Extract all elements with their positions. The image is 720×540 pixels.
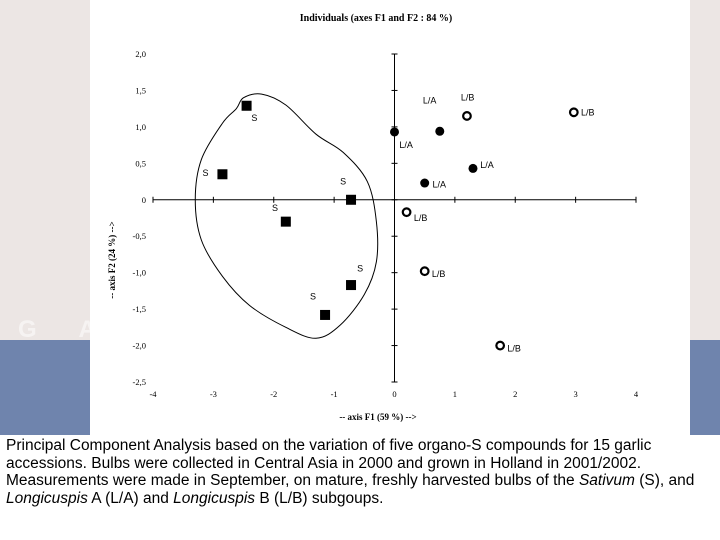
x-axis-label: -- axis F1 (59 %) --> — [339, 412, 416, 422]
x-tick-label: -1 — [331, 389, 338, 399]
caption-text-2: (S), and — [634, 472, 695, 489]
y-tick-label: 1,0 — [135, 122, 146, 132]
point-label: L/B — [581, 107, 595, 117]
figure-caption: Principal Component Analysis based on th… — [6, 437, 714, 507]
y-tick-label: -2,5 — [133, 377, 146, 387]
caption-text-3: A (L/A) and — [87, 489, 174, 507]
y-axis-label: -- axis F2 (24 %) --> — [107, 221, 117, 298]
point-la-marker — [468, 163, 478, 173]
x-tick-label: 1 — [453, 389, 457, 399]
point-label: L/B — [432, 269, 446, 279]
x-tick-label: -4 — [149, 389, 157, 399]
caption-sativum: Sativum — [578, 472, 635, 489]
chart-title: Individuals (axes F1 and F2 : 84 %) — [300, 13, 453, 24]
point-lb-marker — [401, 207, 412, 218]
caption-longicuspis-a: Longicuspis — [6, 489, 88, 507]
x-tick-label: 4 — [634, 389, 639, 399]
y-tick-label: 0,5 — [135, 158, 146, 168]
chart-panel — [90, 0, 690, 435]
point-label: S — [203, 168, 209, 178]
point-s-marker — [280, 216, 291, 227]
point-s-marker — [320, 309, 331, 320]
point-lb-marker — [568, 107, 579, 118]
point-label: S — [340, 177, 346, 187]
point-s-marker — [346, 280, 357, 291]
point-label: L/A — [399, 140, 413, 150]
caption-text-1: Principal Component Analysis based on th… — [6, 437, 652, 489]
point-label: S — [251, 113, 257, 123]
point-lb-marker — [462, 111, 472, 121]
x-tick-label: 2 — [513, 389, 517, 399]
caption-text-4: B (L/B) subgoups. — [255, 489, 384, 507]
point-label: S — [357, 263, 363, 273]
point-label: L/B — [507, 343, 521, 353]
point-s-marker — [346, 194, 357, 205]
y-tick-label: -1,5 — [133, 304, 146, 314]
point-label: S — [272, 203, 278, 213]
point-lb-marker — [495, 340, 506, 351]
point-la-marker — [420, 178, 430, 188]
point-label: S — [310, 292, 316, 302]
point-s-marker — [217, 169, 228, 180]
point-la-marker — [390, 127, 399, 137]
x-tick-label: -2 — [270, 389, 277, 399]
point-label: L/B — [414, 213, 428, 223]
point-label: L/B — [461, 93, 475, 103]
point-label: L/A — [423, 96, 437, 106]
y-tick-label: 0 — [142, 195, 146, 205]
caption-longicuspis-b: Longicuspis — [173, 489, 256, 507]
background-watermark-letters: G A — [18, 316, 114, 343]
point-lb-marker — [419, 266, 430, 277]
x-tick-label: 3 — [574, 389, 578, 399]
x-tick-label: 0 — [392, 389, 396, 399]
point-label: L/A — [433, 179, 447, 189]
y-tick-label: 1,5 — [135, 85, 146, 95]
sativum-group-outline — [194, 93, 379, 339]
point-s-marker — [241, 100, 252, 111]
plot-area: -4 -3 -2 -1 0 1 2 3 4 2,0 1,5 1,0 0,5 0 -0,5 -1,0 -1,5 -2… — [133, 49, 639, 399]
y-tick-label: -2,0 — [133, 341, 146, 351]
y-tick-label: -1,0 — [133, 268, 146, 278]
x-tick-label: -3 — [210, 389, 217, 399]
point-la-marker — [435, 126, 445, 136]
y-tick-label: -0,5 — [133, 231, 146, 241]
pca-scatter-chart: Individuals (axes F1 and F2 : 84 %) -- a… — [107, 13, 639, 422]
point-label: L/A — [480, 160, 494, 170]
y-tick-label: 2,0 — [135, 49, 146, 59]
